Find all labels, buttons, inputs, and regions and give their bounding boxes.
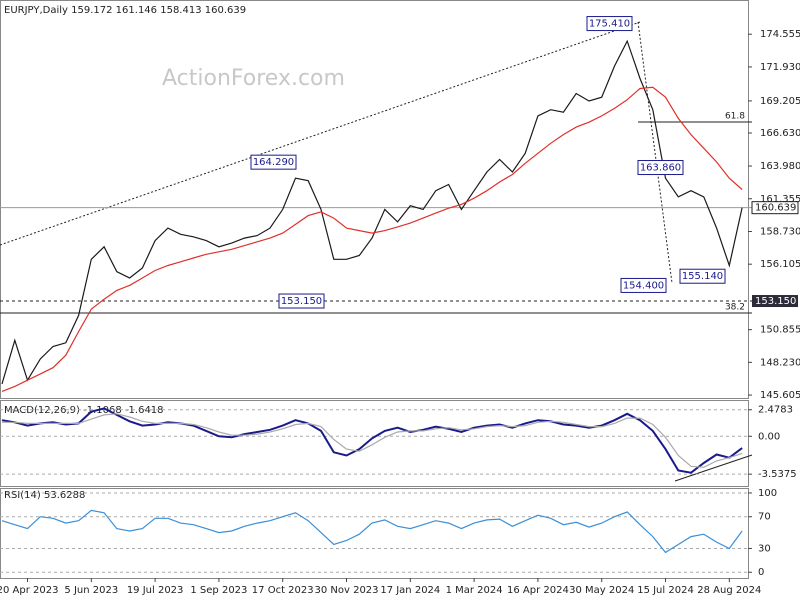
series-line bbox=[1, 407, 743, 474]
y-tick-label: 163.980 bbox=[760, 161, 800, 172]
y-tick-label: 169.205 bbox=[760, 96, 800, 107]
last-price-label: 160.639 bbox=[755, 203, 796, 214]
open: 159.172 bbox=[71, 5, 112, 16]
y-tick-label: 30 bbox=[758, 543, 771, 554]
y-tick-label: 174.555 bbox=[760, 29, 800, 40]
fib-label: 61.8 bbox=[725, 112, 745, 122]
y-tick-label: 70 bbox=[758, 512, 771, 523]
x-tick-label: 17 Oct 2023 bbox=[252, 585, 314, 596]
price-annotation: 175.410 bbox=[589, 19, 630, 30]
y-tick-label: 100 bbox=[758, 488, 777, 499]
series-line bbox=[1, 86, 743, 392]
symbol-title: EURJPY,Daily 159.172 161.146 158.413 160… bbox=[4, 5, 246, 16]
title: RSI(14) bbox=[4, 490, 41, 501]
high: 161.146 bbox=[116, 5, 157, 16]
reading: 53.6288 bbox=[44, 490, 85, 501]
x-tick-label: 20 Apr 2023 bbox=[0, 585, 58, 596]
price-annotation: 164.290 bbox=[253, 157, 294, 168]
price-annotation: 155.140 bbox=[682, 271, 723, 282]
price-panel bbox=[0, 0, 749, 399]
price-annotation-box bbox=[637, 160, 684, 176]
x-tick-label: 16 Apr 2024 bbox=[507, 585, 569, 596]
x-tick-label: 15 Jul 2024 bbox=[637, 585, 694, 596]
rsi-panel bbox=[0, 488, 749, 579]
x-tick-label: 30 Nov 2023 bbox=[314, 585, 378, 596]
y-tick-label: 156.105 bbox=[760, 259, 800, 270]
watermark: ActionForex.com bbox=[162, 66, 345, 91]
y-tick-label: 145.605 bbox=[760, 390, 800, 401]
x-tick-label: 5 Jun 2023 bbox=[64, 585, 118, 596]
title: MACD(12,26,9) bbox=[4, 405, 80, 416]
last-price-tag bbox=[751, 201, 799, 215]
price-annotation-box bbox=[278, 293, 325, 309]
price-annotation-box bbox=[586, 16, 633, 32]
y-tick-label: 161.355 bbox=[760, 194, 800, 205]
title: EURJPY,Daily bbox=[4, 5, 68, 16]
y-tick-label: 2.4783 bbox=[758, 405, 793, 416]
close: 160.639 bbox=[205, 5, 246, 16]
low: 158.413 bbox=[160, 5, 201, 16]
y-tick-label: 0 bbox=[758, 567, 764, 578]
series-line bbox=[2, 413, 743, 468]
price-annotation-box bbox=[250, 154, 297, 170]
x-tick-label: 28 Aug 2024 bbox=[697, 585, 761, 596]
x-tick-label: 1 Sep 2023 bbox=[190, 585, 247, 596]
y-tick-label: 0.00 bbox=[758, 431, 780, 442]
x-tick-label: 17 Jan 2024 bbox=[380, 585, 440, 596]
price-annotation: 163.860 bbox=[640, 163, 681, 174]
x-tick-label: 1 Mar 2024 bbox=[446, 585, 503, 596]
support-label: 153.150 bbox=[755, 296, 796, 307]
x-tick-label: 30 May 2024 bbox=[569, 585, 634, 596]
series-line bbox=[1, 509, 743, 554]
reading: -1.6418 bbox=[125, 405, 164, 416]
price-annotation-box bbox=[679, 268, 726, 284]
y-tick-label: 148.230 bbox=[760, 357, 800, 368]
price-annotation-box bbox=[620, 277, 667, 293]
macd-trend-line bbox=[674, 454, 753, 482]
price-annotation: 154.400 bbox=[623, 280, 664, 291]
support-tag bbox=[752, 295, 798, 308]
y-tick-label: 166.630 bbox=[760, 128, 800, 139]
reading: -1.1068 bbox=[83, 405, 122, 416]
y-tick-label: 150.855 bbox=[760, 325, 800, 336]
y-tick-label: 171.930 bbox=[760, 62, 800, 73]
rsi-title: RSI(14) 53.6288 bbox=[4, 490, 85, 501]
x-tick-label: 19 Jul 2023 bbox=[127, 585, 184, 596]
macd-panel bbox=[0, 400, 749, 487]
macd-title: MACD(12,26,9) -1.1068 -1.6418 bbox=[4, 405, 164, 416]
fib-label: 38.2 bbox=[725, 302, 745, 312]
y-tick-label: 158.730 bbox=[760, 226, 800, 237]
price-annotation: 153.150 bbox=[281, 296, 322, 307]
series-line bbox=[1, 39, 743, 385]
y-tick-label: -3.5375 bbox=[758, 469, 797, 480]
